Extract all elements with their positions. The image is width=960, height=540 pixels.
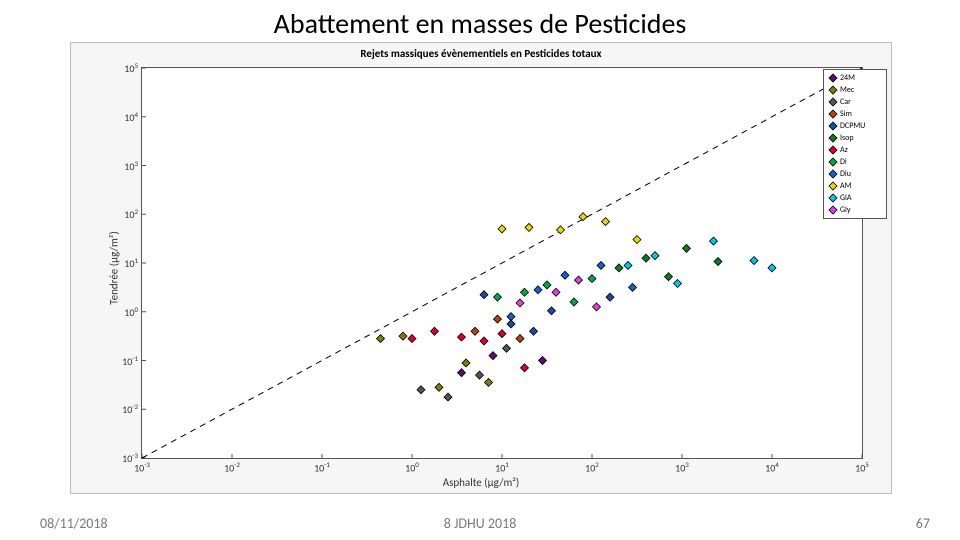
- x-tick: 105: [855, 460, 869, 474]
- legend-label: Sim: [840, 109, 884, 119]
- x-tick: 104: [765, 460, 779, 474]
- chart-frame: Rejets massiques évènementiels en Pestic…: [70, 42, 892, 494]
- x-tick: 100: [405, 460, 419, 474]
- y-tick: 103: [104, 158, 138, 172]
- y-tick: 104: [104, 110, 138, 124]
- y-tick: 102: [104, 207, 138, 221]
- y-tick: 10-1: [104, 353, 138, 367]
- legend-label: AM: [840, 181, 884, 191]
- x-tick: 103: [675, 460, 689, 474]
- legend-label: 24M: [840, 73, 884, 83]
- legend-item: Di: [826, 156, 884, 168]
- legend-label: Di: [840, 157, 884, 167]
- y-tick: 10-3: [104, 451, 138, 465]
- y-tick: 10-2: [104, 402, 138, 416]
- x-tick: 101: [495, 460, 509, 474]
- chart-title: Rejets massiques évènementiels en Pestic…: [71, 47, 891, 60]
- legend-label: Gly: [840, 205, 884, 215]
- legend-label: GlA: [840, 193, 884, 203]
- footer-center: 8 JDHU 2018: [444, 515, 517, 532]
- legend-item: GlA: [826, 192, 884, 204]
- x-tick: 102: [585, 460, 599, 474]
- legend-label: Mec: [840, 85, 884, 95]
- x-tick: 10-2: [224, 460, 240, 474]
- legend-item: Isop: [826, 132, 884, 144]
- y-tick: 100: [104, 305, 138, 319]
- legend-item: AM: [826, 180, 884, 192]
- page-title: Abattement en masses de Pesticides: [0, 6, 960, 41]
- legend-item: Mec: [826, 84, 884, 96]
- legend-label: Diu: [840, 169, 884, 179]
- legend-item: Az: [826, 144, 884, 156]
- legend: 24M Mec Car Sim DCPMU Isop Az Di Diu AM GlA Gly: [823, 69, 887, 219]
- legend-item: Car: [826, 96, 884, 108]
- legend-label: Az: [840, 145, 884, 155]
- x-tick: 10-1: [314, 460, 330, 474]
- plot-svg: [142, 68, 862, 458]
- plot-area: 10-310-210-110010110210310410510-310-210…: [141, 67, 863, 459]
- legend-item: 24M: [826, 72, 884, 84]
- legend-label: DCPMU: [840, 121, 884, 131]
- footer-date: 08/11/2018: [40, 515, 108, 532]
- footer-page: 67: [916, 515, 930, 532]
- legend-item: Sim: [826, 108, 884, 120]
- legend-item: DCPMU: [826, 120, 884, 132]
- y-tick: 101: [104, 256, 138, 270]
- legend-item: Diu: [826, 168, 884, 180]
- legend-label: Car: [840, 97, 884, 107]
- y-tick: 105: [104, 61, 138, 75]
- x-axis-label: Asphalte (µg/m²): [71, 476, 891, 489]
- legend-item: Gly: [826, 204, 884, 216]
- legend-label: Isop: [840, 133, 884, 143]
